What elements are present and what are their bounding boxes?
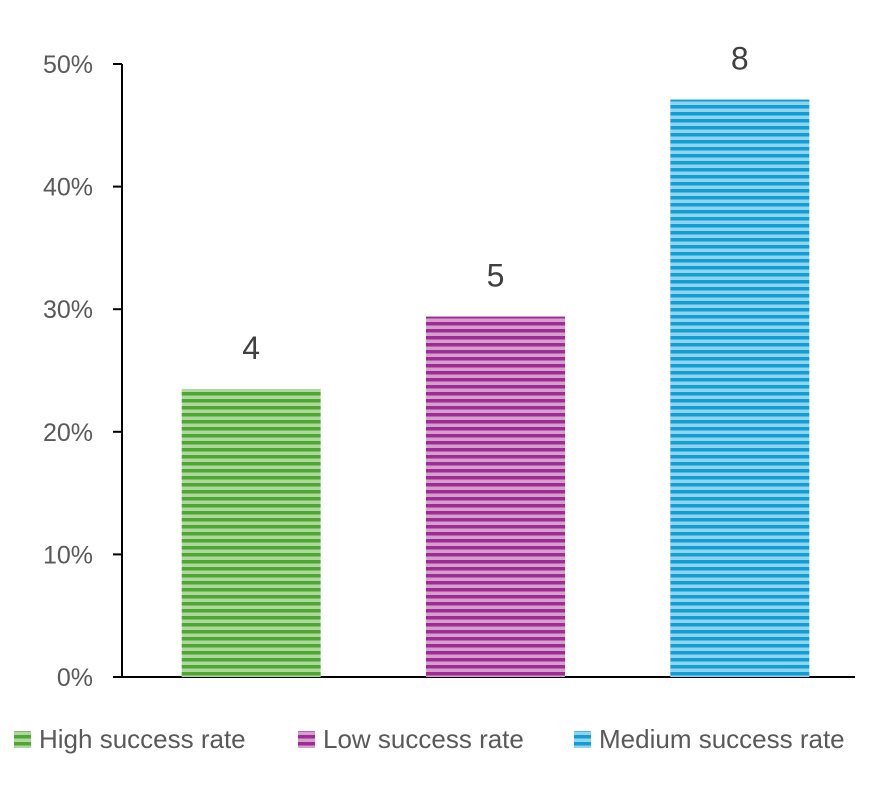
legend-swatch	[574, 731, 591, 748]
legend-swatch	[14, 731, 31, 748]
legend-label: High success rate	[39, 724, 246, 754]
bar-2	[670, 99, 810, 677]
y-tick-label: 10%	[43, 541, 93, 569]
y-tick-label: 30%	[43, 296, 93, 324]
data-label: 4	[242, 330, 260, 366]
data-label: 8	[731, 41, 749, 77]
bar-0	[181, 388, 321, 677]
bar-1	[426, 316, 565, 677]
legend-label: Low success rate	[323, 724, 524, 754]
y-tick-label: 50%	[43, 51, 93, 79]
y-tick-label: 0%	[57, 664, 93, 692]
y-tick-label: 40%	[43, 174, 93, 202]
y-tick-label: 20%	[43, 419, 93, 447]
legend-swatch	[298, 731, 315, 748]
legend-label: Medium success rate	[599, 724, 845, 754]
data-label: 5	[487, 258, 505, 294]
